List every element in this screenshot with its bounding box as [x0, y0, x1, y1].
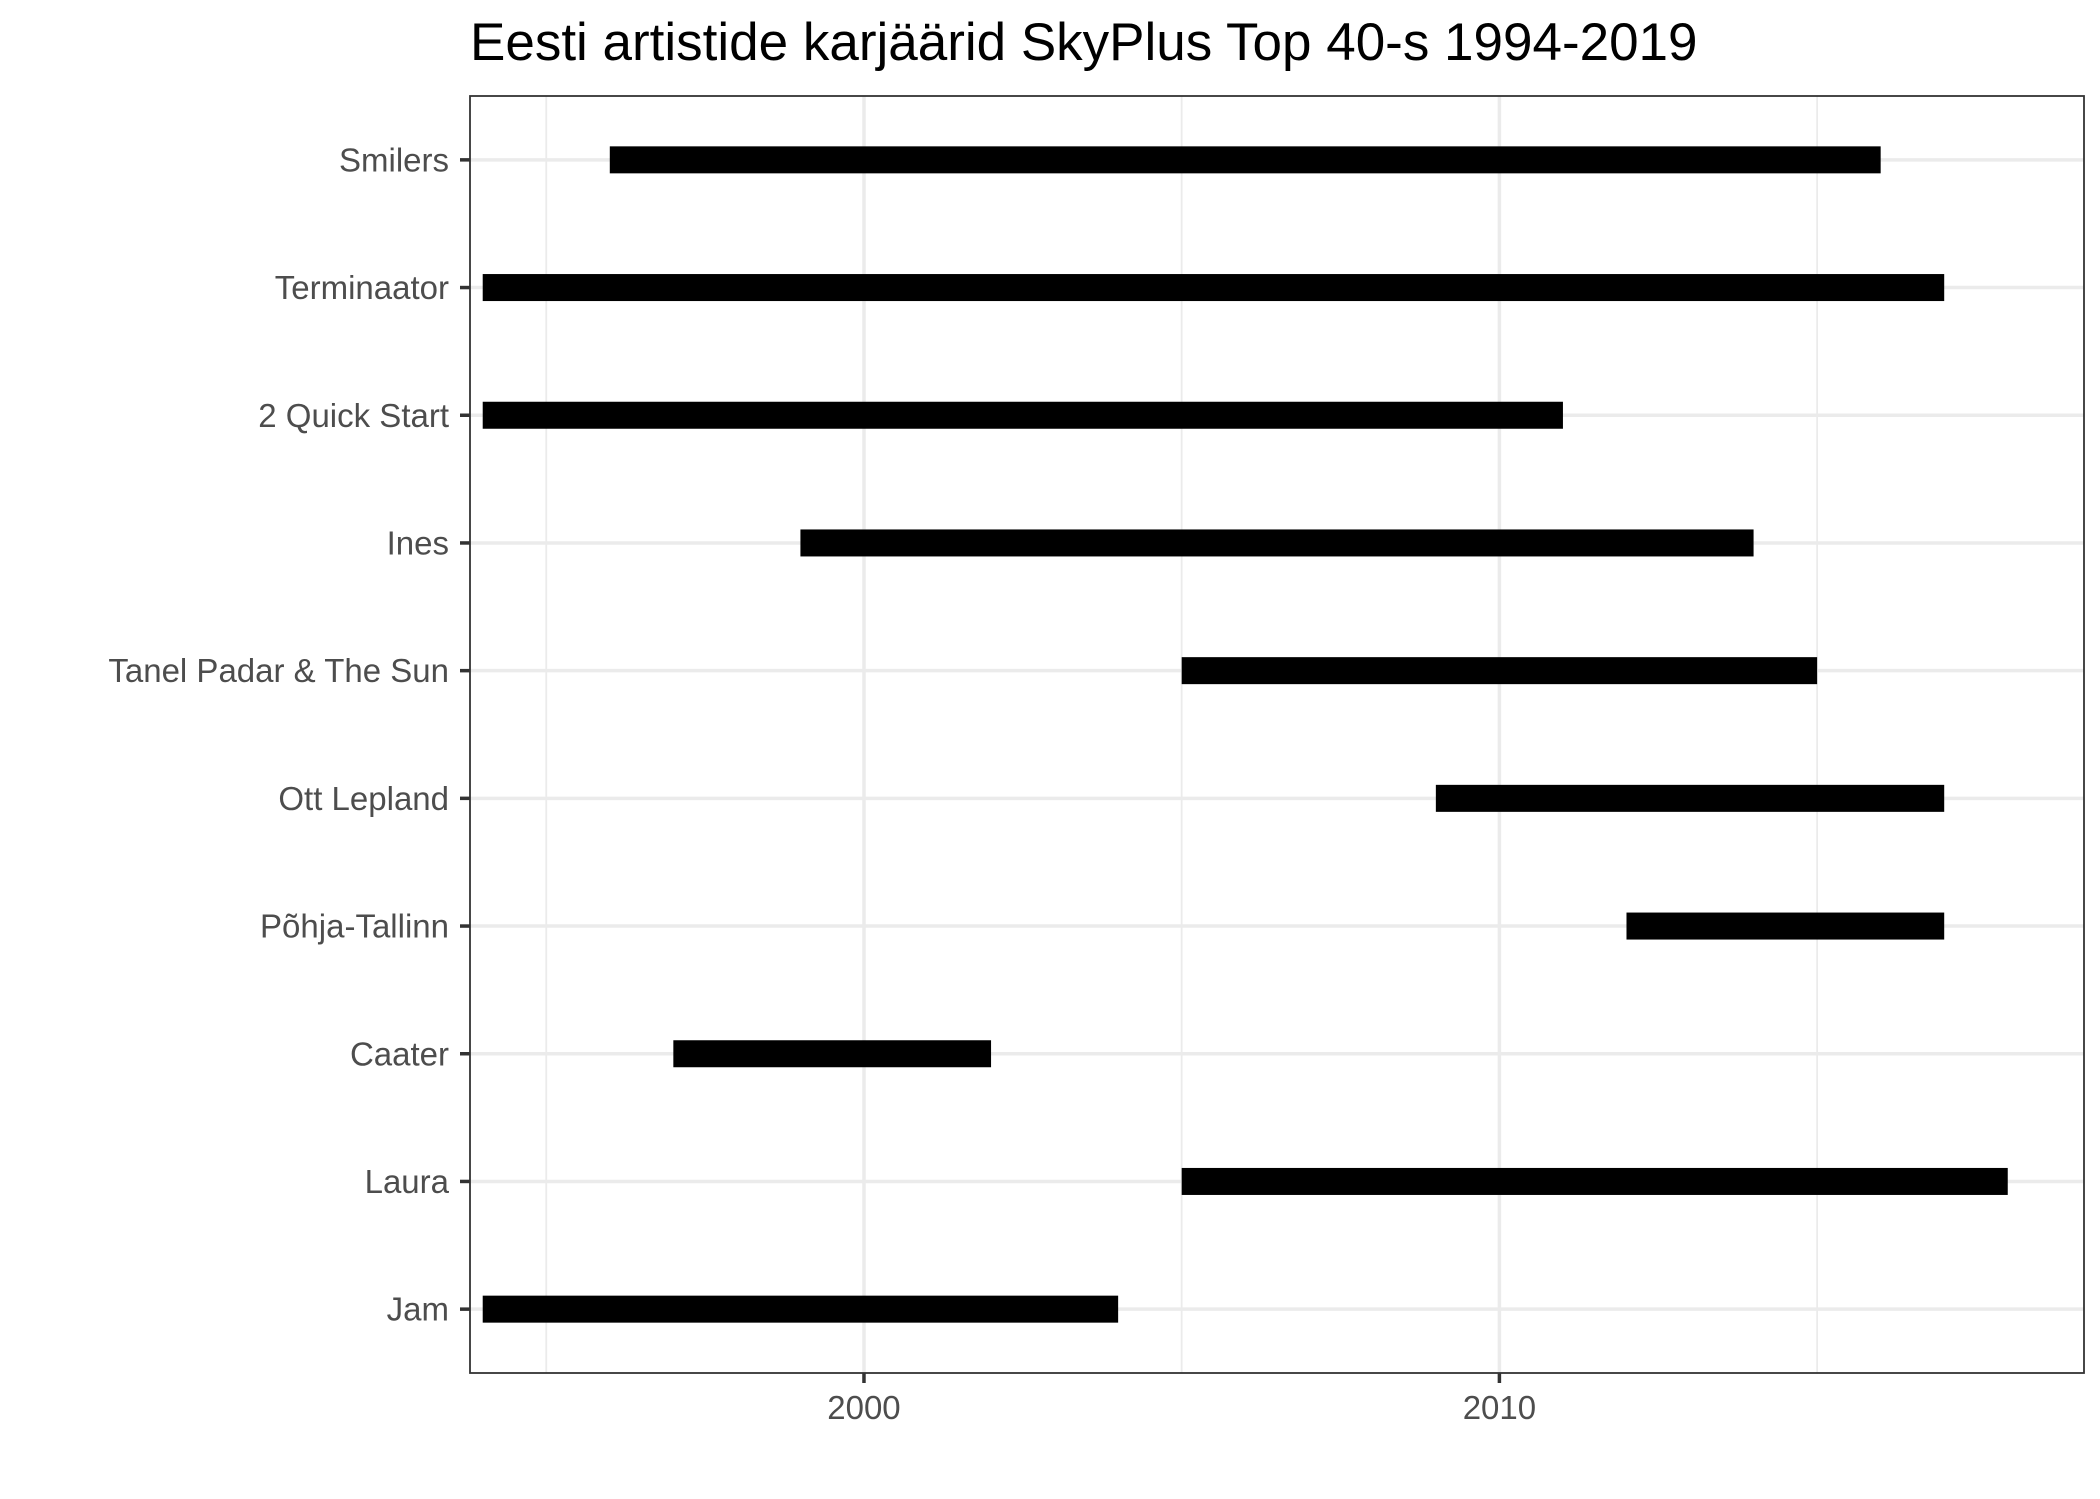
y-tick-label: Tanel Padar & The Sun	[108, 652, 449, 689]
panel-border	[469, 95, 2085, 1374]
y-tick-label: 2 Quick Start	[258, 397, 449, 434]
y-tick-label: Terminaator	[275, 269, 449, 306]
range-bar	[1181, 1167, 2008, 1195]
range-bar	[482, 274, 1945, 302]
y-tick-label: Caater	[350, 1035, 449, 1072]
range-bar	[482, 1295, 1119, 1323]
range-bar	[1181, 657, 1818, 685]
y-tick-label: Smilers	[339, 141, 449, 178]
chart-title: Eesti artistide karjäärid SkyPlus Top 40…	[470, 13, 1698, 72]
bars	[482, 146, 2008, 1323]
range-bar	[1626, 912, 1945, 940]
y-tick-label: Ott Lepland	[278, 780, 449, 817]
x-axis: 2000 2010	[827, 1373, 1536, 1426]
range-bar	[609, 146, 1881, 174]
y-tick-label: Põhja-Tallinn	[260, 908, 449, 945]
y-axis: Smilers Terminaator 2 Quick Start Ines Tanel…	[108, 141, 470, 1328]
y-tick-label: Jam	[387, 1291, 449, 1328]
y-tick-label: Ines	[387, 524, 449, 561]
range-bar	[482, 401, 1563, 429]
x-tick-label: 2000	[827, 1389, 900, 1426]
range-bar	[673, 1040, 992, 1068]
x-tick-label: 2010	[1463, 1389, 1536, 1426]
range-bar	[800, 529, 1754, 557]
y-tick-label: Laura	[365, 1163, 450, 1200]
range-bar	[1435, 784, 1945, 812]
